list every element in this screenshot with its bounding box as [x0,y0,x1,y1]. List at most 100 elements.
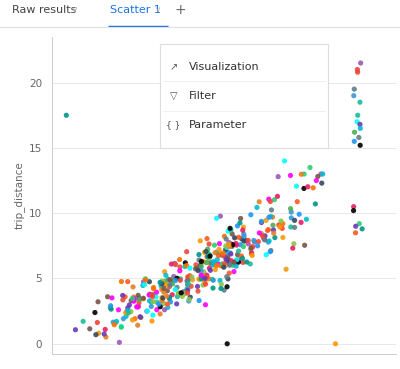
Point [268,214,274,220]
Point [238,253,245,259]
Point [186,298,192,304]
Point [198,272,204,278]
Point [216,246,222,252]
Point [233,258,239,264]
Point [185,281,192,287]
Point [187,294,194,300]
Point [248,212,254,218]
Point [137,314,143,320]
Point [351,129,358,135]
Point [142,276,148,282]
Point [156,301,162,307]
Point [169,292,176,298]
Point [261,237,268,242]
Point [80,318,86,324]
Point [189,277,196,283]
Point [194,265,200,271]
Point [168,261,175,267]
Point [301,186,307,192]
Point [248,250,255,256]
Text: ∨: ∨ [72,6,78,14]
Point [202,281,209,287]
Point [212,250,218,256]
Point [207,252,213,258]
Point [201,259,207,265]
Point [318,171,324,177]
Point [150,312,156,318]
Point [107,305,114,311]
Point [150,284,157,290]
Point [210,277,216,283]
Point [259,232,266,238]
Point [197,276,203,282]
Point [307,165,313,170]
Point [125,308,131,314]
Point [102,327,108,332]
Point [222,243,229,249]
Text: ▽: ▽ [170,91,177,101]
Point [135,303,142,309]
Point [204,236,210,242]
Point [288,215,294,221]
Point [216,249,222,255]
Point [224,249,231,255]
Point [222,246,229,252]
Point [189,274,195,280]
Point [204,272,210,278]
Point [174,294,181,300]
Point [203,249,209,255]
Text: ↗: ↗ [169,62,178,72]
Point [248,251,254,257]
Point [108,306,114,312]
Point [140,296,146,302]
Point [231,261,237,267]
Point [159,295,165,301]
Point [184,287,191,293]
Point [350,93,357,99]
Point [227,261,233,267]
Point [154,307,160,313]
Point [266,214,272,220]
Text: Visualization: Visualization [188,62,259,72]
Point [148,299,154,305]
Point [254,243,261,249]
Point [241,238,247,244]
Point [350,204,357,210]
Point [174,275,180,281]
Point [245,241,252,247]
Point [240,259,246,265]
Point [104,294,111,300]
Point [267,249,274,255]
Point [140,295,147,301]
Point [177,264,183,270]
Point [221,233,228,239]
Point [223,236,229,242]
Point [118,323,124,329]
Point [219,252,225,258]
Point [210,285,216,291]
Point [237,215,244,221]
Point [268,248,274,254]
Point [148,303,154,309]
Point [113,318,120,324]
Point [270,230,277,236]
Point [182,263,188,269]
Point [140,279,147,285]
Point [136,295,142,301]
Point [211,260,218,266]
Point [280,221,286,227]
Point [350,208,357,214]
Point [126,302,133,308]
Point [302,242,308,248]
Point [214,256,220,262]
Point [268,207,275,213]
Point [159,280,165,286]
Point [161,307,168,313]
Point [352,230,359,236]
Point [124,279,131,284]
Point [356,135,362,141]
Point [164,293,170,299]
Point [228,241,234,247]
Point [266,196,272,202]
Point [251,238,257,244]
